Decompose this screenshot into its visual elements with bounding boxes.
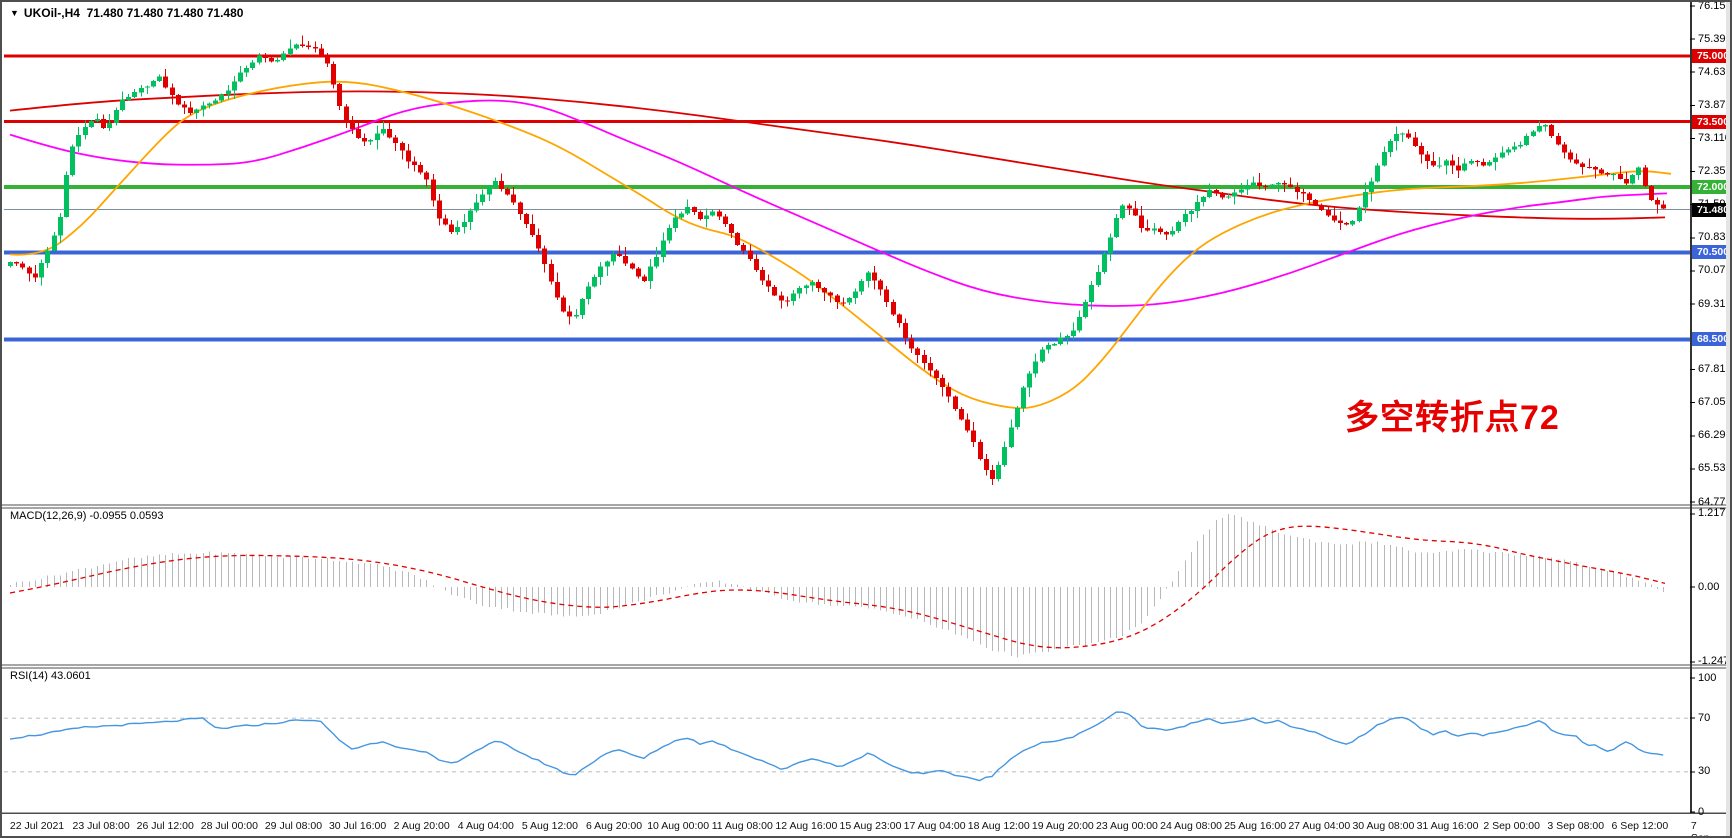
price-tick-73.870: 73.870 bbox=[1698, 98, 1732, 111]
symbol-title: UKOil-,H4 bbox=[23, 6, 80, 20]
macd-tick--1.2479: -1.2479 bbox=[1698, 655, 1732, 668]
chart-annotation-text: 多空转折点72 bbox=[1345, 399, 1560, 437]
macd-signal-line bbox=[9, 525, 1666, 649]
time-label-7: 4 Aug 04:00 bbox=[457, 820, 514, 832]
price-tick-67.810: 67.810 bbox=[1698, 363, 1732, 375]
ohlc-readout: 71.480 71.480 71.480 71.480 bbox=[86, 6, 244, 20]
rsi-tick-0: 0 bbox=[1698, 805, 1705, 818]
time-label-19: 25 Aug 16:00 bbox=[1224, 820, 1287, 832]
ma-magenta-line bbox=[9, 99, 1668, 307]
rsi-line bbox=[9, 711, 1664, 782]
time-label-21: 30 Aug 08:00 bbox=[1352, 820, 1415, 832]
rsi-indicator-label: RSI(14) 43.0601 bbox=[10, 670, 91, 682]
price-tag-75.000: 75.000 bbox=[1692, 49, 1730, 64]
time-label-5: 30 Jul 16:00 bbox=[328, 820, 387, 832]
rsi-tick-100: 100 bbox=[1698, 671, 1717, 684]
time-label-3: 28 Jul 00:00 bbox=[200, 820, 258, 832]
time-label-24: 3 Sep 08:00 bbox=[1547, 820, 1605, 832]
time-label-15: 18 Aug 12:00 bbox=[967, 820, 1030, 832]
price-tick-73.110: 73.110 bbox=[1698, 131, 1731, 144]
panel-frames bbox=[2, 2, 1730, 814]
rsi-panel bbox=[4, 711, 1690, 782]
time-label-13: 15 Aug 23:00 bbox=[839, 820, 902, 832]
price-tick-74.630: 74.630 bbox=[1698, 65, 1732, 78]
time-label-9: 6 Aug 20:00 bbox=[586, 820, 643, 832]
price-tick-69.310: 69.310 bbox=[1698, 297, 1732, 310]
price-tick-76.150: 76.150 bbox=[1698, 0, 1732, 12]
price-tag-68.500: 68.500 bbox=[1692, 332, 1730, 347]
rsi-tick-70: 70 bbox=[1698, 711, 1711, 724]
macd-indicator-label: MACD(12,26,9) -0.0955 0.0593 bbox=[10, 510, 164, 522]
time-label-2: 26 Jul 12:00 bbox=[136, 820, 194, 832]
macd-panel bbox=[9, 513, 1666, 658]
time-label-14: 17 Aug 04:00 bbox=[903, 820, 966, 832]
symbol-dropdown-icon[interactable]: ▼ bbox=[10, 8, 19, 18]
time-label-22: 31 Aug 16:00 bbox=[1416, 820, 1479, 832]
time-label-11: 11 Aug 08:00 bbox=[711, 820, 773, 832]
time-label-10: 10 Aug 00:00 bbox=[647, 820, 710, 832]
macd-tick-1.2172: 1.2172 bbox=[1698, 507, 1732, 520]
price-tick-70.070: 70.070 bbox=[1698, 264, 1732, 277]
window-edge-strip bbox=[1726, 2, 1730, 836]
candles bbox=[8, 35, 1666, 486]
price-tick-64.770: 64.770 bbox=[1698, 495, 1732, 508]
time-label-16: 19 Aug 20:00 bbox=[1031, 820, 1094, 832]
price-tick-70.830: 70.830 bbox=[1698, 231, 1732, 244]
price-tag-72.000: 72.000 bbox=[1692, 179, 1730, 194]
time-label-6: 2 Aug 20:00 bbox=[393, 820, 450, 832]
time-label-25: 6 Sep 12:00 bbox=[1611, 820, 1669, 832]
time-label-8: 5 Aug 12:00 bbox=[521, 820, 578, 832]
time-label-4: 29 Jul 08:00 bbox=[264, 820, 323, 832]
time-label-0: 22 Jul 2021 bbox=[9, 820, 65, 832]
time-label-12: 12 Aug 16:00 bbox=[775, 820, 838, 832]
price-tick-66.290: 66.290 bbox=[1698, 429, 1732, 442]
macd-tick-0.00: 0.00 bbox=[1698, 580, 1720, 593]
rsi-tick-30: 30 bbox=[1698, 765, 1711, 778]
price-tag-71.480: 71.480 bbox=[1692, 202, 1730, 217]
ma-red-line bbox=[9, 90, 1666, 220]
price-tick-67.050: 67.050 bbox=[1698, 396, 1732, 409]
time-label-20: 27 Aug 04:00 bbox=[1288, 820, 1351, 832]
price-tick-72.350: 72.350 bbox=[1698, 165, 1732, 178]
macd-histogram bbox=[10, 513, 1664, 658]
ma-orange-line bbox=[9, 80, 1672, 410]
time-label-26: 7 Sep 21:15 bbox=[1690, 820, 1710, 838]
price-tick-75.390: 75.390 bbox=[1698, 32, 1732, 45]
price-tick-71.590: 71.590 bbox=[1698, 198, 1732, 211]
price-tick-65.530: 65.530 bbox=[1698, 462, 1732, 475]
price-tag-73.500: 73.500 bbox=[1692, 114, 1730, 129]
time-label-23: 2 Sep 00:00 bbox=[1483, 820, 1540, 832]
chart-title-bar: ▼ UKOil-,H4 71.480 71.480 71.480 71.480 bbox=[10, 6, 243, 20]
time-label-1: 23 Jul 08:00 bbox=[72, 820, 130, 832]
time-label-18: 24 Aug 08:00 bbox=[1160, 820, 1223, 832]
price-panel bbox=[4, 35, 1690, 486]
time-label-17: 23 Aug 00:00 bbox=[1096, 820, 1158, 832]
price-tag-70.500: 70.500 bbox=[1692, 245, 1730, 260]
